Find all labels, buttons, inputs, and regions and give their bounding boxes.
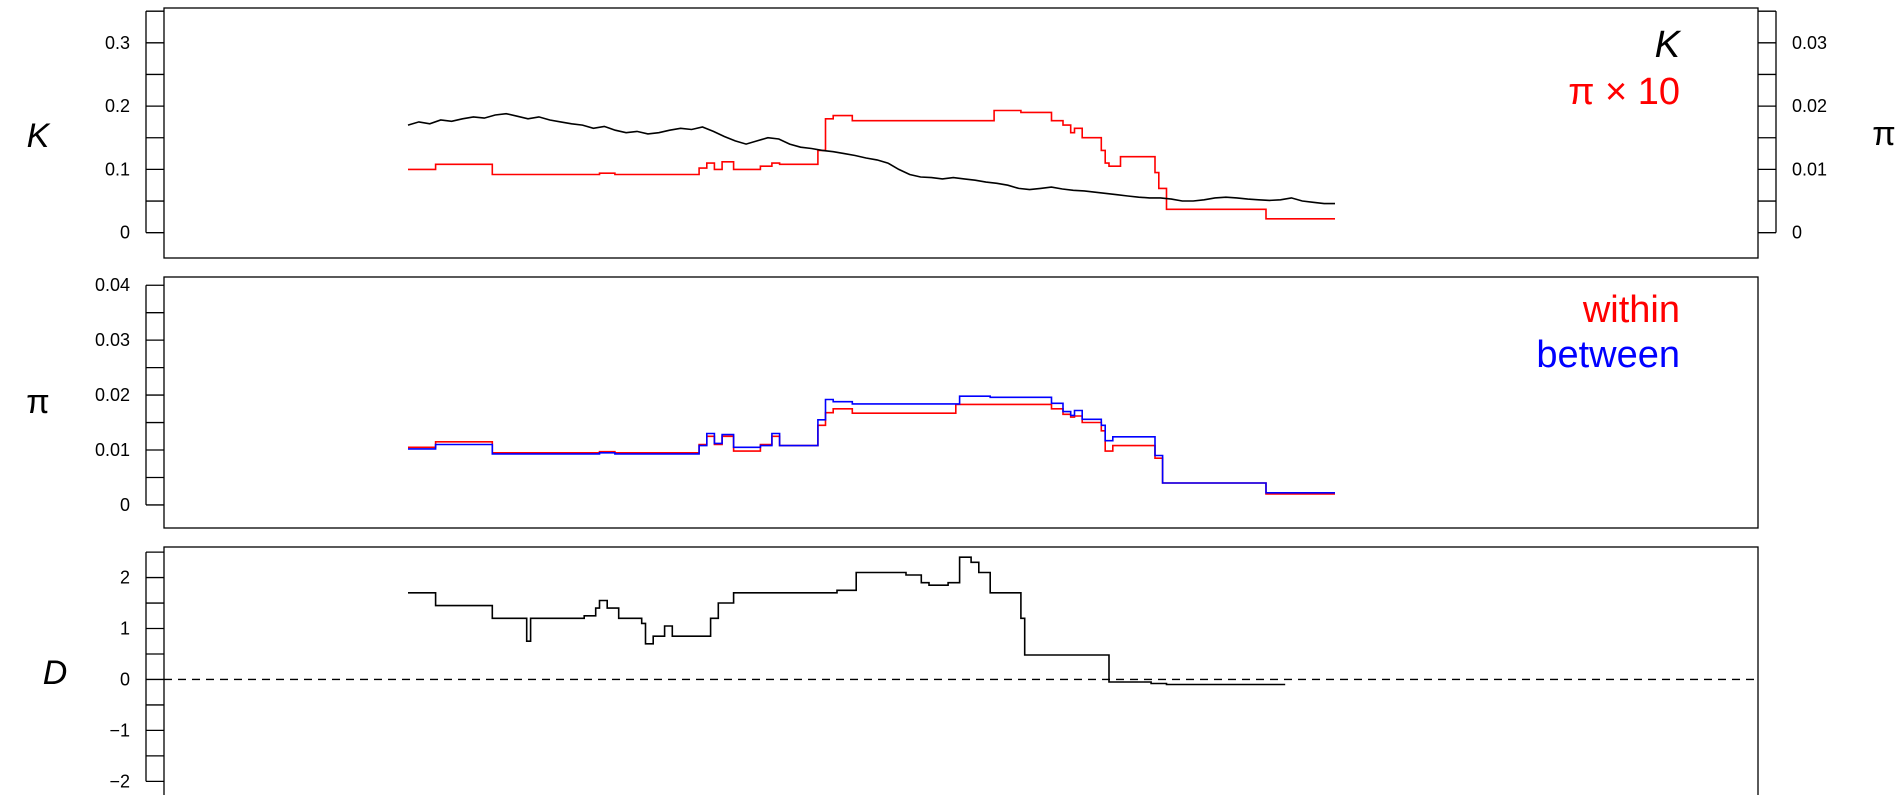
- tick-label: 0.03: [95, 330, 130, 350]
- bottom-left-axis: −2 −1 0 1 2: [109, 551, 164, 791]
- tick-label: 0: [120, 223, 130, 243]
- plot-frame-bottom: [163, 546, 1759, 795]
- plot-frame-middle: [163, 276, 1759, 529]
- tick-label: −1: [109, 720, 130, 740]
- top-series: [407, 109, 1335, 220]
- middle-ylabel: π: [26, 383, 49, 421]
- tick-label: 1: [120, 619, 130, 639]
- panel-bottom: −2 −1 0 1 2 D: [43, 546, 1759, 795]
- plot-frame-top: [163, 7, 1759, 259]
- tick-label: 0.02: [1792, 96, 1827, 116]
- tick-label: 0: [1792, 223, 1802, 243]
- bottom-series: [408, 556, 1286, 686]
- tick-label: 0.3: [105, 33, 130, 53]
- middle-legend-between: between: [1536, 334, 1680, 376]
- top-legend-k: K: [1655, 24, 1682, 66]
- top-ylabel-left: K: [27, 117, 51, 155]
- top-ylabel-right: π: [1872, 115, 1895, 153]
- series-k-line: [407, 112, 1335, 205]
- tick-label: 0.04: [95, 275, 130, 295]
- tick-label: 0: [120, 495, 130, 515]
- tick-label: 0.1: [105, 159, 130, 179]
- tick-label: 0.02: [95, 385, 130, 405]
- tick-label: −2: [109, 771, 130, 791]
- middle-series: [408, 395, 1335, 495]
- top-left-axis: 0 0.1 0.2 0.3: [105, 10, 164, 243]
- tick-label: 2: [120, 568, 130, 588]
- bottom-ylabel: D: [43, 654, 68, 692]
- tick-label: 0.01: [1792, 159, 1827, 179]
- tick-label: 0.2: [105, 96, 130, 116]
- tick-label: 0.03: [1792, 33, 1827, 53]
- panel-top: 0 0.1 0.2 0.3 0 0.01 0.02 0.03 K π K π × 10: [27, 7, 1896, 259]
- tick-label: 0.01: [95, 440, 130, 460]
- top-right-axis: 0 0.01 0.02 0.03: [1758, 10, 1827, 243]
- middle-legend-within: within: [1582, 289, 1680, 331]
- series-within-line: [408, 403, 1335, 495]
- panel-middle: 0 0.01 0.02 0.03 0.04 π within between: [26, 275, 1759, 529]
- tick-label: 0: [120, 669, 130, 689]
- series-between-line: [408, 395, 1335, 494]
- series-pi-times-10-line: [408, 109, 1335, 220]
- middle-left-axis: 0 0.01 0.02 0.03 0.04: [95, 275, 164, 515]
- top-legend-pi10: π × 10: [1568, 71, 1680, 113]
- series-d-line: [408, 556, 1286, 686]
